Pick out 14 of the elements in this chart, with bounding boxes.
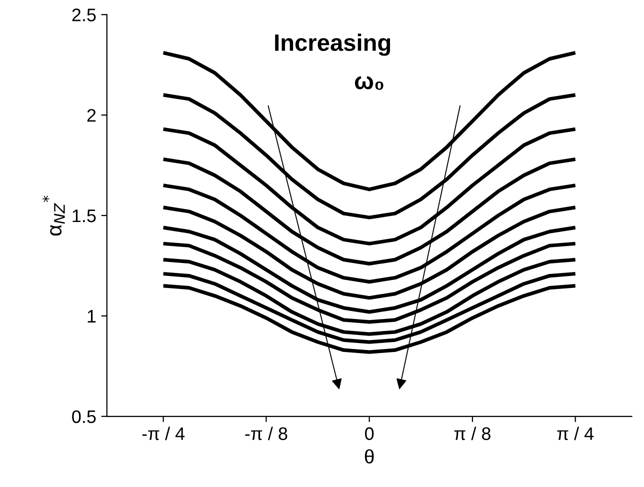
annotation: ω₀ (354, 76, 384, 90)
x-axis-title: θ (364, 449, 374, 464)
x-tick-label: π / 8 (454, 426, 490, 440)
x-tick-label: -π / 8 (245, 426, 288, 440)
y-tick-label: 1 (88, 310, 96, 322)
y-tick-label: 2 (87, 108, 96, 122)
x-tick-label: -π / 4 (142, 426, 185, 440)
y-tick-label: 1.5 (72, 210, 96, 222)
y-axis-title: α$_{NZ}$$^{*}$ (42, 196, 65, 236)
y-tick-label: 0.5 (72, 410, 96, 424)
y-tick-label: 2.5 (72, 8, 96, 22)
annotation: Increasing (275, 34, 390, 56)
x-tick-label: 0 (365, 427, 374, 440)
x-tick-label: π / 4 (557, 426, 594, 440)
